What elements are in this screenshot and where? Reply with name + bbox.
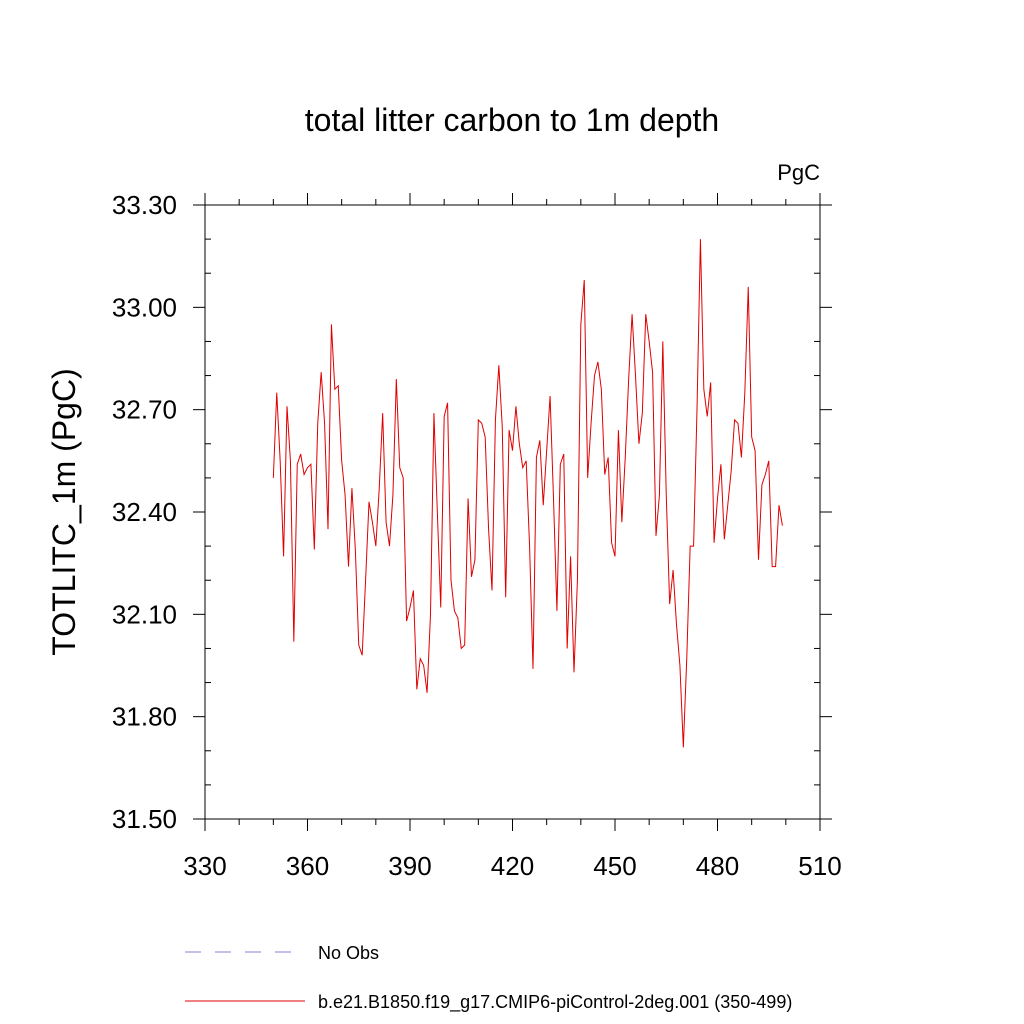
x-tick-label: 420 — [491, 851, 534, 881]
plot-frame — [204, 204, 821, 820]
x-tick-label: 360 — [286, 851, 329, 881]
series-layer — [272, 239, 783, 748]
y-tick-label: 32.40 — [112, 497, 177, 527]
chart-title: total litter carbon to 1m depth — [305, 102, 719, 138]
y-tick-label: 32.70 — [112, 395, 177, 425]
axis-tick-labels: 330 360 390 420 450 480 510 31.50 31.80 32.10 32.4… — [112, 190, 842, 881]
x-tick-label: 390 — [388, 851, 431, 881]
y-tick-label: 31.50 — [112, 804, 177, 834]
x-tick-label: 450 — [593, 851, 636, 881]
x-tick-label: 510 — [798, 851, 841, 881]
y-tick-label: 33.00 — [112, 292, 177, 322]
legend-label: b.e21.B1850.f19_g17.CMIP6-piControl-2deg… — [318, 992, 792, 1013]
legend: No Obs b.e21.B1850.f19_g17.CMIP6-piContro… — [185, 943, 792, 1013]
series-line — [272, 239, 783, 748]
y-tick-label: 31.80 — [112, 702, 177, 732]
units-label: PgC — [777, 160, 820, 185]
axis-ticks — [193, 193, 832, 831]
y-axis-label: TOTLITC_1m (PgC) — [46, 368, 82, 655]
y-tick-label: 32.10 — [112, 599, 177, 629]
x-tick-label: 480 — [696, 851, 739, 881]
y-tick-label: 33.30 — [112, 190, 177, 220]
x-tick-label: 330 — [183, 851, 226, 881]
legend-label: No Obs — [318, 943, 379, 963]
